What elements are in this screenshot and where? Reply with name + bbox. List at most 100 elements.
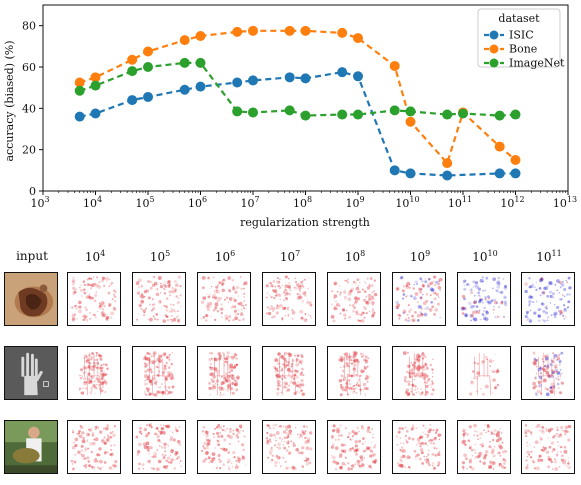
saliency-map-isic-row — [521, 272, 575, 326]
tick-layer: 0 20 40 60 80 103 104 105 106 107 108 109 1010 1011 10… — [22, 20, 577, 210]
data-point — [143, 62, 153, 72]
saliency-map-imagenet-row — [327, 420, 381, 474]
data-point — [405, 116, 416, 127]
x-tick-label: 109 — [345, 195, 364, 210]
data-point — [510, 109, 521, 120]
data-point — [284, 25, 295, 36]
saliency-map-isic-row — [262, 272, 316, 326]
data-point — [74, 111, 85, 122]
legend-swatch-marker — [489, 58, 499, 68]
x-tick-label: 1013 — [553, 195, 577, 210]
data-point — [405, 106, 416, 117]
saliency-map-isic-row — [327, 272, 381, 326]
column-header: 1011 — [536, 249, 562, 264]
column-header: 105 — [149, 249, 171, 264]
saliency-map-imagenet-row — [262, 420, 316, 474]
data-point — [494, 168, 505, 179]
data-point — [232, 26, 243, 37]
saliency-map-bone-row — [132, 346, 186, 400]
y-tick-label: 0 — [29, 185, 36, 198]
input-image-bone-row — [4, 346, 58, 400]
data-point — [494, 110, 505, 121]
data-point — [248, 25, 258, 36]
data-point — [195, 81, 206, 92]
column-header-input: input — [16, 249, 48, 263]
data-point — [510, 155, 521, 165]
data-point — [389, 165, 400, 176]
x-tick-label: 103 — [30, 195, 49, 210]
saliency-map-isic-row — [457, 272, 511, 326]
saliency-map-bone-row — [521, 346, 575, 400]
x-axis-label: regularization strength — [240, 216, 370, 229]
saliency-map-isic-row — [197, 272, 251, 326]
x-tick-label: 107 — [240, 195, 259, 210]
data-point — [510, 168, 521, 179]
data-point — [405, 168, 416, 179]
column-header: 104 — [84, 249, 106, 264]
data-point — [127, 95, 138, 106]
data-point — [248, 75, 258, 86]
data-point — [195, 57, 206, 68]
accuracy-chart: 0 20 40 60 80 103 104 105 106 107 108 109 1010 1011 10… — [3, 4, 577, 229]
saliency-map-bone-row — [197, 346, 251, 400]
data-point — [353, 109, 363, 120]
saliency-map-isic-row — [67, 272, 121, 326]
legend-label: ISIC — [509, 29, 534, 42]
input-image-isic-row — [4, 272, 58, 326]
data-point — [389, 60, 400, 71]
data-point — [195, 31, 206, 41]
column-header: 106 — [214, 249, 236, 264]
saliency-map-isic-row — [392, 272, 446, 326]
data-point — [494, 141, 505, 152]
saliency-map-imagenet-row — [132, 420, 186, 474]
data-point — [232, 77, 243, 88]
saliency-map-isic-row — [132, 272, 186, 326]
data-point — [74, 85, 85, 96]
data-point — [389, 105, 400, 116]
data-point — [337, 67, 348, 78]
data-point — [442, 158, 453, 169]
saliency-map-bone-row — [392, 346, 446, 400]
series-imagenet — [74, 57, 521, 121]
data-point — [337, 27, 348, 38]
data-point — [458, 108, 468, 119]
x-tick-label: 106 — [188, 195, 207, 210]
data-point — [248, 107, 258, 118]
data-point — [232, 106, 243, 117]
data-point — [353, 33, 363, 44]
y-axis-label: accuracy (biased) (%) — [3, 40, 16, 161]
x-tick-label: 1010 — [395, 195, 419, 210]
series-layer — [74, 25, 521, 181]
data-point — [284, 72, 295, 83]
data-point — [179, 57, 190, 68]
saliency-map-bone-row — [262, 346, 316, 400]
data-point — [300, 73, 311, 84]
input-image-imagenet-row — [4, 420, 58, 474]
series-bone — [74, 25, 521, 169]
data-point — [127, 54, 138, 65]
saliency-map-imagenet-row — [457, 420, 511, 474]
saliency-map-imagenet-row — [67, 420, 121, 474]
y-tick-label: 20 — [22, 144, 36, 157]
data-point — [300, 25, 311, 36]
legend-swatch-marker — [489, 30, 499, 40]
data-point — [300, 110, 311, 121]
data-point — [143, 91, 153, 102]
data-point — [353, 71, 363, 82]
legend-label: ImageNet — [509, 57, 565, 70]
column-header: 108 — [344, 249, 366, 264]
legend-swatch-marker — [489, 44, 499, 54]
saliency-map-bone-row — [457, 346, 511, 400]
saliency-map-imagenet-row — [392, 420, 446, 474]
data-point — [90, 72, 101, 83]
column-header: 109 — [409, 249, 431, 264]
saliency-map-bone-row — [67, 346, 121, 400]
x-tick-label: 108 — [293, 195, 312, 210]
x-tick-label: 1011 — [448, 195, 472, 210]
y-tick-label: 40 — [22, 102, 36, 115]
data-point — [74, 77, 85, 88]
legend-box — [477, 8, 561, 68]
column-header: 107 — [279, 249, 301, 264]
saliency-map-imagenet-row — [197, 420, 251, 474]
saliency-map-imagenet-row — [521, 420, 575, 474]
